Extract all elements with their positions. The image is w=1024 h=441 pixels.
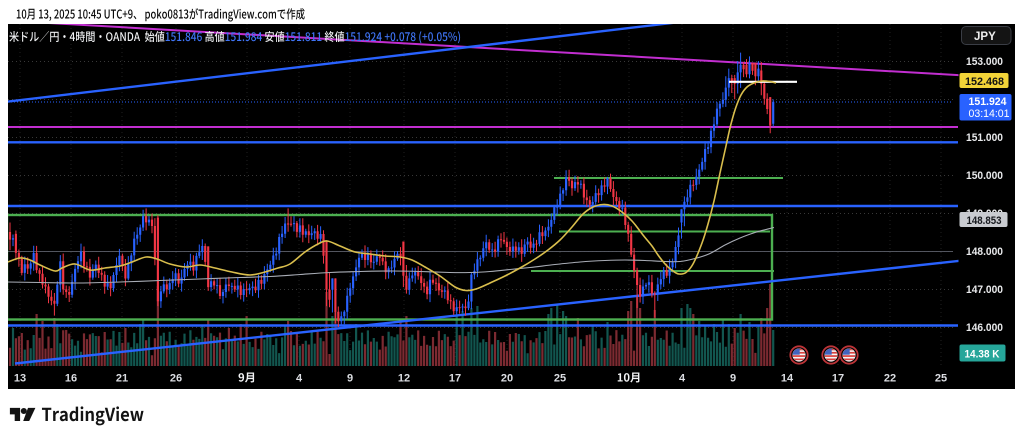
svg-text:146.000: 146.000 bbox=[966, 322, 1003, 334]
svg-text:12: 12 bbox=[398, 373, 410, 385]
svg-text:JPY: JPY bbox=[974, 31, 996, 43]
svg-text:9: 9 bbox=[730, 373, 736, 385]
svg-text:21: 21 bbox=[116, 373, 128, 385]
svg-text:147.000: 147.000 bbox=[966, 284, 1003, 296]
svg-text:152.468: 152.468 bbox=[965, 76, 1004, 88]
svg-text:14.38 K: 14.38 K bbox=[965, 349, 1001, 361]
svg-text:22: 22 bbox=[884, 373, 896, 385]
svg-text:13: 13 bbox=[14, 373, 26, 385]
svg-text:17: 17 bbox=[832, 373, 844, 385]
svg-text:148.853: 148.853 bbox=[967, 215, 1002, 227]
svg-text:151.000: 151.000 bbox=[966, 132, 1003, 144]
svg-text:16: 16 bbox=[65, 373, 77, 385]
svg-text:150.000: 150.000 bbox=[966, 170, 1003, 182]
svg-text:17: 17 bbox=[449, 373, 461, 385]
svg-text:25: 25 bbox=[554, 373, 566, 385]
svg-text:03:14:01: 03:14:01 bbox=[969, 108, 1010, 120]
svg-text:148.000: 148.000 bbox=[966, 246, 1003, 258]
svg-text:153.000: 153.000 bbox=[966, 56, 1003, 68]
svg-text:25: 25 bbox=[935, 373, 947, 385]
svg-text:4: 4 bbox=[296, 373, 303, 385]
svg-text:20: 20 bbox=[501, 373, 513, 385]
svg-text:151.924: 151.924 bbox=[969, 96, 1008, 108]
svg-text:14: 14 bbox=[781, 373, 794, 385]
svg-text:4: 4 bbox=[679, 373, 686, 385]
svg-text:9: 9 bbox=[347, 373, 353, 385]
svg-text:26: 26 bbox=[170, 373, 182, 385]
